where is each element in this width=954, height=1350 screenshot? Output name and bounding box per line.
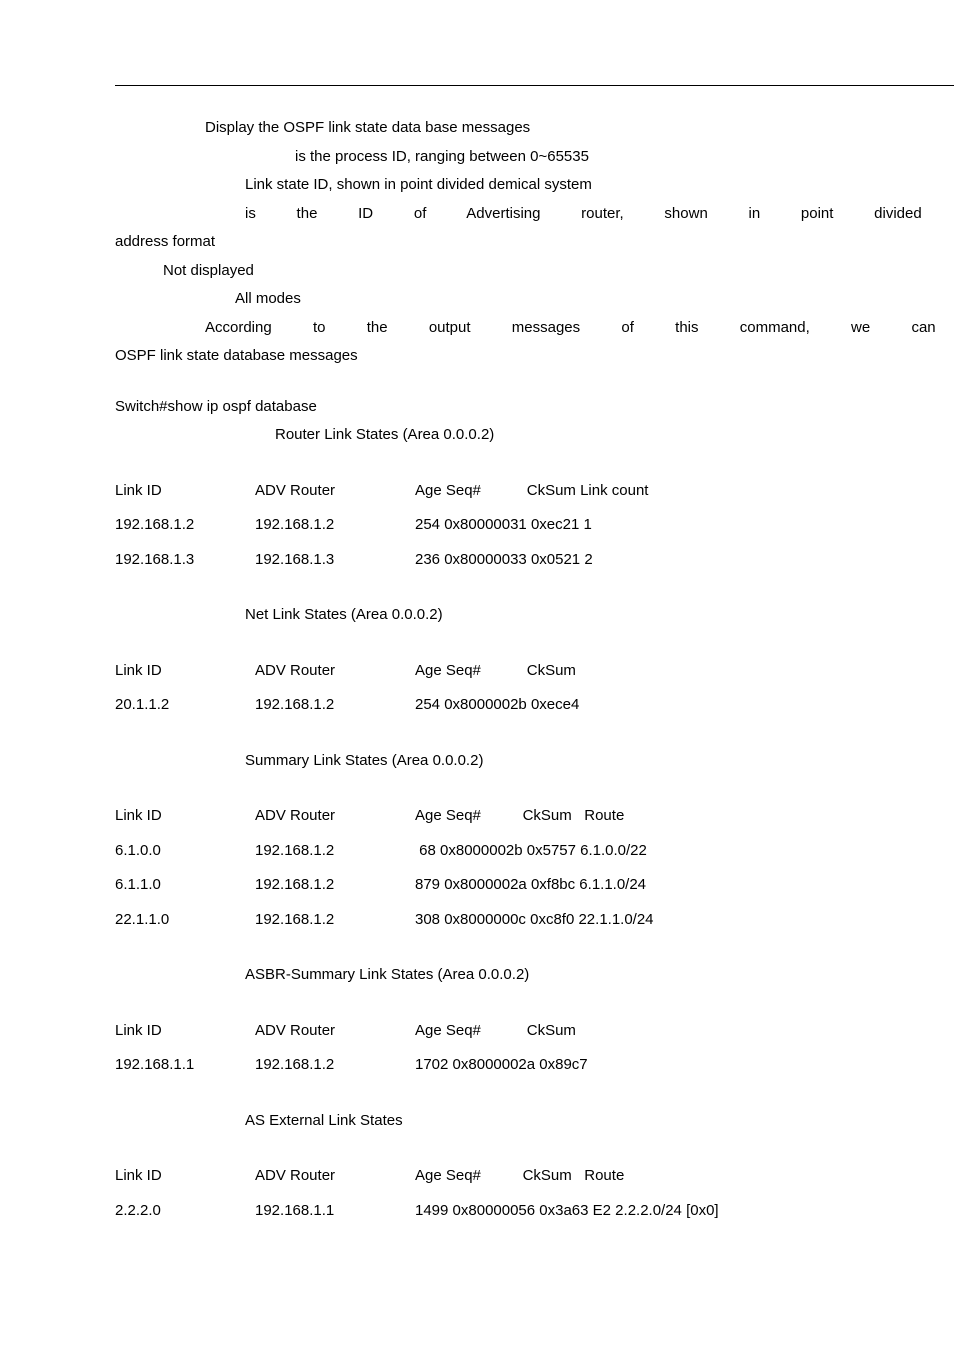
- table-header-row: Link ID ADV Router Age Seq# CkSum Route: [115, 799, 654, 834]
- section-router-link-states: Router Link States (Area 0.0.0.2): [115, 421, 954, 450]
- desc-line-3: Link state ID, shown in point divided de…: [115, 171, 954, 200]
- col-age-seq: Age Seq# CkSum: [415, 1014, 588, 1049]
- section-net-link-states: Net Link States (Area 0.0.0.2): [115, 601, 954, 630]
- desc-line-4: is the ID of Advertising router, shown i…: [115, 200, 954, 229]
- table-asbr-summary-link-states: Link ID ADV Router Age Seq# CkSum 192.16…: [115, 1014, 588, 1083]
- table-header-row: Link ID ADV Router Age Seq# CkSum Link c…: [115, 474, 648, 509]
- desc-line-5: address format: [115, 228, 954, 257]
- cli-command: Switch#show ip ospf database: [115, 393, 954, 422]
- col-link-id: Link ID: [115, 654, 255, 689]
- col-adv-router: ADV Router: [255, 474, 415, 509]
- section-as-external-link-states: AS External Link States: [115, 1107, 954, 1136]
- col-link-id: Link ID: [115, 1014, 255, 1049]
- table-row: 6.1.0.0 192.168.1.2 68 0x8000002b 0x5757…: [115, 834, 654, 869]
- col-link-id: Link ID: [115, 799, 255, 834]
- col-adv-router: ADV Router: [255, 799, 415, 834]
- table-router-link-states: Link ID ADV Router Age Seq# CkSum Link c…: [115, 474, 648, 578]
- section-summary-link-states: Summary Link States (Area 0.0.0.2): [115, 747, 954, 776]
- col-age-seq: Age Seq# CkSum Link count: [415, 474, 648, 509]
- table-as-external-link-states: Link ID ADV Router Age Seq# CkSum Route …: [115, 1159, 719, 1228]
- desc-line-2: is the process ID, ranging between 0~655…: [115, 143, 954, 172]
- table-summary-link-states: Link ID ADV Router Age Seq# CkSum Route …: [115, 799, 654, 937]
- col-age-seq: Age Seq# CkSum Route: [415, 1159, 719, 1194]
- col-link-id: Link ID: [115, 1159, 255, 1194]
- table-net-link-states: Link ID ADV Router Age Seq# CkSum 20.1.1…: [115, 654, 579, 723]
- col-adv-router: ADV Router: [255, 1159, 415, 1194]
- table-header-row: Link ID ADV Router Age Seq# CkSum: [115, 654, 579, 689]
- table-row: 6.1.1.0 192.168.1.2 879 0x8000002a 0xf8b…: [115, 868, 654, 903]
- table-row: 20.1.1.2 192.168.1.2 254 0x8000002b 0xec…: [115, 688, 579, 723]
- desc-line-9: OSPF link state database messages: [115, 342, 954, 371]
- table-header-row: Link ID ADV Router Age Seq# CkSum Route: [115, 1159, 719, 1194]
- table-row: 192.168.1.1 192.168.1.2 1702 0x8000002a …: [115, 1048, 588, 1083]
- section-asbr-summary-link-states: ASBR-Summary Link States (Area 0.0.0.2): [115, 961, 954, 990]
- col-link-id: Link ID: [115, 474, 255, 509]
- col-age-seq: Age Seq# CkSum Route: [415, 799, 654, 834]
- col-age-seq: Age Seq# CkSum: [415, 654, 579, 689]
- desc-line-6: Not displayed: [115, 257, 954, 286]
- table-row: 2.2.2.0 192.168.1.1 1499 0x80000056 0x3a…: [115, 1194, 719, 1229]
- table-row: 192.168.1.2 192.168.1.2 254 0x80000031 0…: [115, 508, 648, 543]
- desc-line-1: Display the OSPF link state data base me…: [115, 114, 954, 143]
- desc-line-8: According to the output messages of this…: [115, 314, 954, 343]
- table-header-row: Link ID ADV Router Age Seq# CkSum: [115, 1014, 588, 1049]
- table-row: 22.1.1.0 192.168.1.2 308 0x8000000c 0xc8…: [115, 903, 654, 938]
- col-adv-router: ADV Router: [255, 654, 415, 689]
- col-adv-router: ADV Router: [255, 1014, 415, 1049]
- table-row: 192.168.1.3 192.168.1.3 236 0x80000033 0…: [115, 543, 648, 578]
- desc-line-7: All modes: [115, 285, 954, 314]
